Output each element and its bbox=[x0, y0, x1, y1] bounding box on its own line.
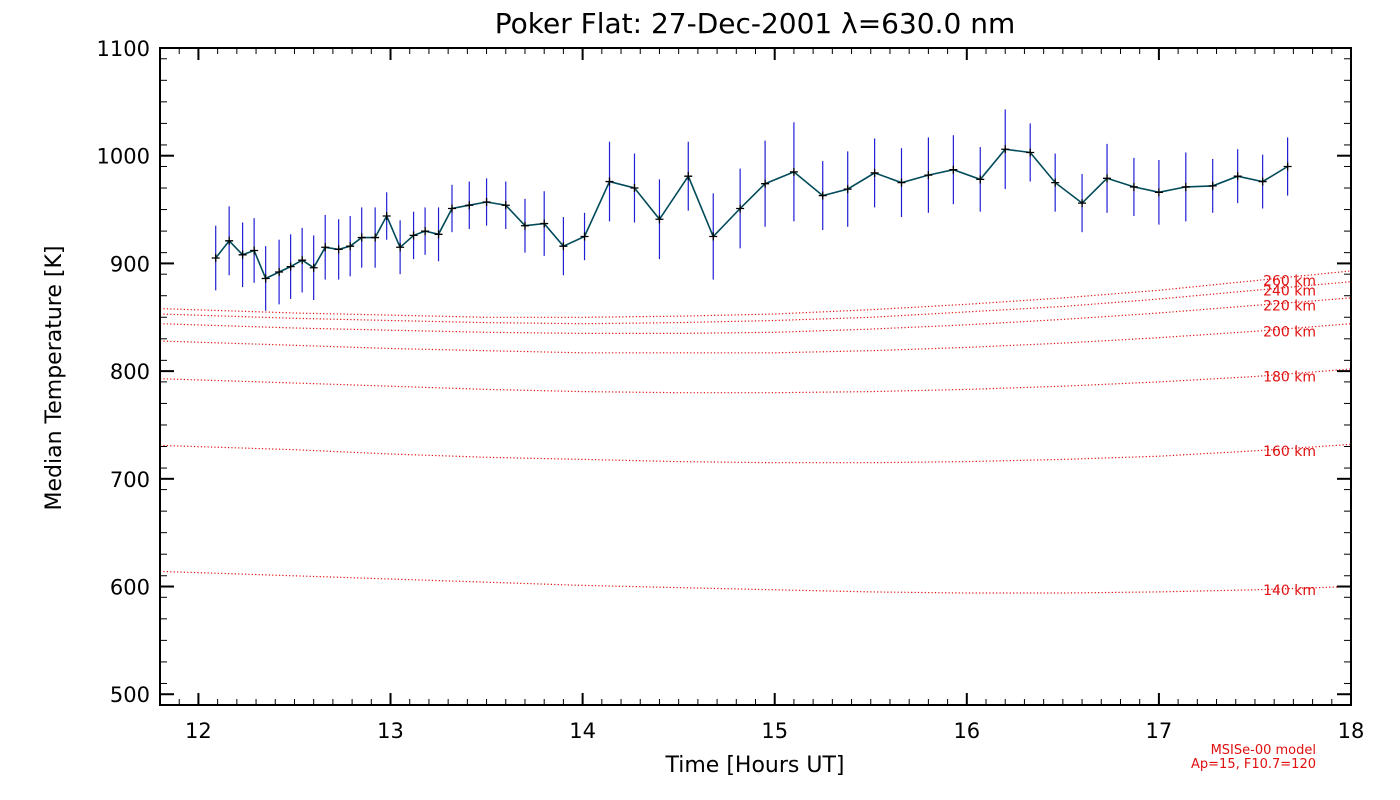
data-point bbox=[1103, 174, 1112, 183]
data-point bbox=[1129, 182, 1138, 191]
x-tick-label: 18 bbox=[1338, 719, 1365, 743]
x-tick-label: 17 bbox=[1146, 719, 1173, 743]
data-point bbox=[211, 254, 220, 263]
data-point bbox=[1208, 181, 1217, 190]
data-point bbox=[761, 179, 770, 188]
y-axis-label: Median Temperature [K] bbox=[42, 246, 67, 511]
data-point bbox=[684, 172, 693, 181]
data-point bbox=[976, 175, 985, 184]
model-name-note: MSISe-00 model bbox=[1211, 743, 1316, 758]
x-tick-label: 16 bbox=[953, 719, 980, 743]
y-tick-label: 500 bbox=[110, 683, 150, 707]
x-tick-label: 13 bbox=[377, 719, 404, 743]
data-point bbox=[409, 231, 418, 240]
data-point bbox=[1283, 162, 1292, 171]
model-label-240km: 240 km bbox=[1263, 283, 1316, 299]
y-tick-label: 700 bbox=[110, 468, 150, 492]
model-curve-240km bbox=[159, 281, 1352, 325]
data-point bbox=[843, 185, 852, 194]
model-label-180km: 180 km bbox=[1263, 370, 1316, 386]
data-point bbox=[465, 201, 474, 210]
y-tick-label: 800 bbox=[110, 360, 150, 384]
data-point bbox=[421, 227, 430, 236]
data-point bbox=[371, 233, 380, 242]
data-point bbox=[630, 184, 639, 193]
y-tick-label: 600 bbox=[110, 576, 150, 600]
model-params-note: Ap=15, F10.7=120 bbox=[1191, 757, 1316, 772]
data-point bbox=[286, 262, 295, 271]
data-point bbox=[870, 168, 879, 177]
data-point bbox=[1258, 177, 1267, 186]
model-curve-140km bbox=[159, 570, 1352, 594]
model-label-260km: 260 km bbox=[1263, 274, 1316, 290]
data-point bbox=[949, 165, 958, 174]
data-point bbox=[1078, 199, 1087, 208]
model-label-160km: 160 km bbox=[1263, 444, 1316, 460]
data-point bbox=[789, 167, 798, 176]
y-tick-label: 1100 bbox=[97, 37, 150, 61]
data-point bbox=[897, 178, 906, 187]
data-point bbox=[580, 232, 589, 241]
model-label-200km: 200 km bbox=[1263, 324, 1316, 340]
data-point bbox=[655, 215, 664, 224]
data-point bbox=[447, 204, 456, 213]
y-tick-label: 900 bbox=[110, 252, 150, 276]
data-point bbox=[238, 250, 247, 259]
data-point bbox=[261, 274, 270, 283]
data-point bbox=[520, 221, 529, 230]
data-point bbox=[1026, 148, 1035, 157]
x-axis-label: Time [Hours UT] bbox=[665, 753, 845, 778]
model-curve-260km bbox=[159, 270, 1352, 318]
temperature-line bbox=[215, 148, 1289, 280]
data-point bbox=[309, 263, 318, 272]
data-point bbox=[275, 268, 284, 277]
model-curve-160km bbox=[159, 443, 1352, 464]
data-series bbox=[211, 109, 1292, 311]
model-curve-180km bbox=[159, 368, 1352, 394]
axis-ticks: 12 13 14 15 16 17 18 500 600 700 800 900 1000 1100 bbox=[97, 37, 1365, 743]
x-tick-label: 12 bbox=[185, 719, 212, 743]
model-label-220km: 220 km bbox=[1263, 298, 1316, 314]
plot-frame bbox=[159, 47, 1352, 706]
model-curve-220km bbox=[159, 297, 1352, 334]
data-point bbox=[818, 191, 827, 200]
x-tick-label: 14 bbox=[569, 719, 596, 743]
data-point bbox=[346, 242, 355, 251]
data-point bbox=[1181, 182, 1190, 191]
data-point bbox=[321, 243, 330, 252]
data-point bbox=[225, 236, 234, 245]
data-point bbox=[357, 233, 366, 242]
data-point bbox=[396, 243, 405, 252]
chart-title: Poker Flat: 27-Dec-2001 λ=630.0 nm bbox=[495, 7, 1016, 40]
x-tick-label: 15 bbox=[761, 719, 788, 743]
data-point bbox=[1233, 172, 1242, 181]
model-label-140km: 140 km bbox=[1263, 583, 1316, 599]
data-point bbox=[1154, 188, 1163, 197]
data-point bbox=[924, 171, 933, 180]
y-tick-label: 1000 bbox=[97, 145, 150, 169]
data-point bbox=[434, 230, 443, 239]
data-point bbox=[559, 242, 568, 251]
model-curve-200km bbox=[159, 323, 1352, 354]
data-point bbox=[540, 219, 549, 228]
data-point bbox=[501, 201, 510, 210]
data-point bbox=[482, 198, 491, 207]
data-point bbox=[298, 256, 307, 265]
data-point bbox=[382, 212, 391, 221]
data-point bbox=[250, 246, 259, 255]
data-point bbox=[709, 232, 718, 241]
data-point bbox=[1051, 178, 1060, 187]
data-point bbox=[1001, 145, 1010, 154]
data-point bbox=[605, 177, 614, 186]
data-point bbox=[736, 204, 745, 213]
data-point bbox=[334, 245, 343, 254]
